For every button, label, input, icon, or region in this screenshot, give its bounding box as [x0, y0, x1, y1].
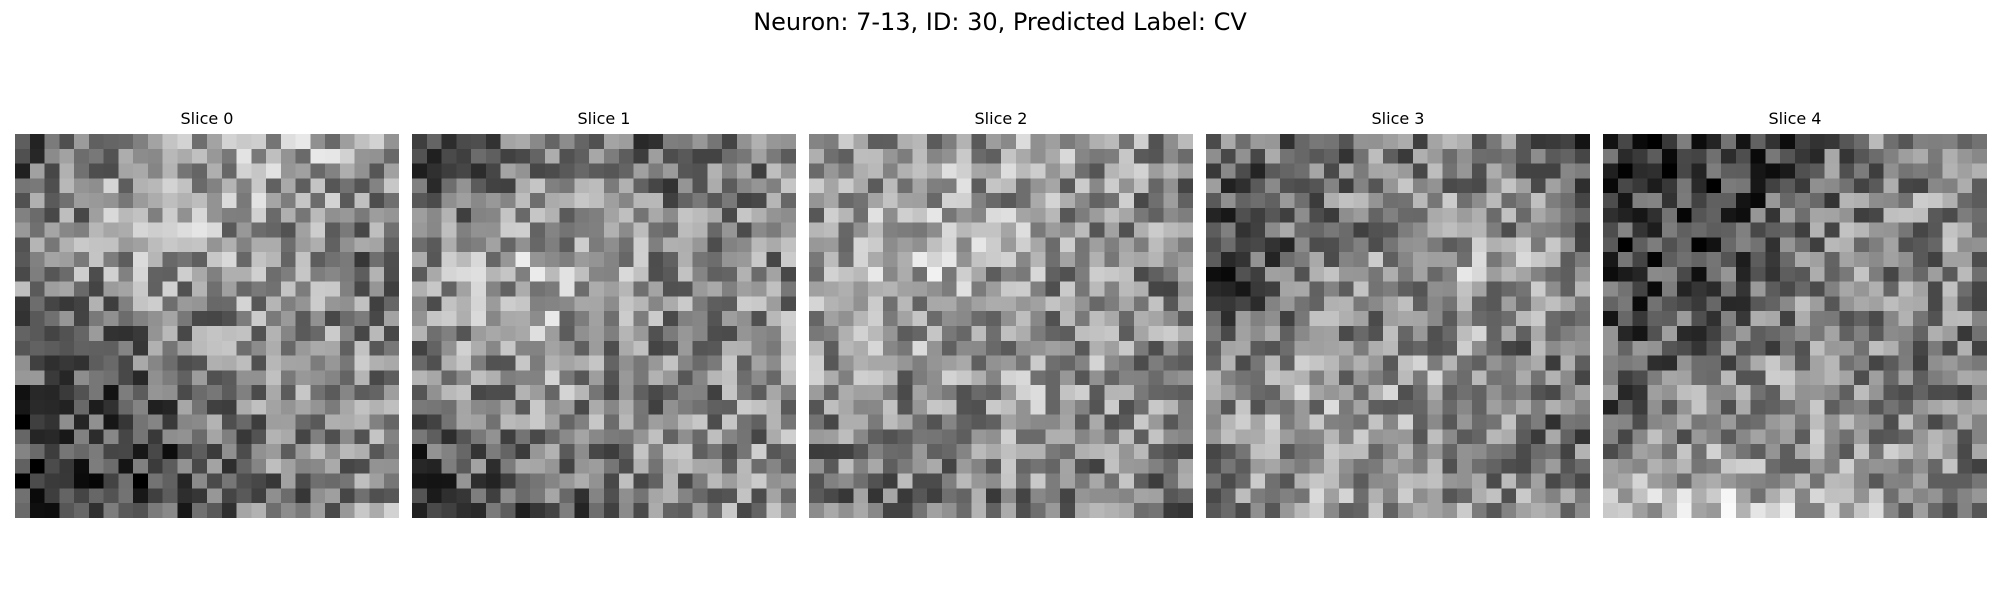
slice-image-1	[412, 134, 796, 518]
slice-image-2	[809, 134, 1193, 518]
slice-panel-1: Slice 1	[412, 108, 796, 518]
slice-panel-2: Slice 2	[809, 108, 1193, 518]
slice-title-0: Slice 0	[180, 109, 234, 128]
slice-image-3	[1206, 134, 1590, 518]
slice-panel-3: Slice 3	[1206, 108, 1590, 518]
slice-image-4	[1603, 134, 1987, 518]
slice-image-0	[15, 134, 399, 518]
figure-title: Neuron: 7-13, ID: 30, Predicted Label: C…	[753, 8, 1247, 36]
slice-panel-4: Slice 4	[1603, 108, 1987, 518]
slice-title-4: Slice 4	[1768, 109, 1822, 128]
slice-title-2: Slice 2	[974, 109, 1028, 128]
slice-panel-0: Slice 0	[15, 108, 399, 518]
slice-title-3: Slice 3	[1371, 109, 1425, 128]
slice-title-1: Slice 1	[577, 109, 631, 128]
